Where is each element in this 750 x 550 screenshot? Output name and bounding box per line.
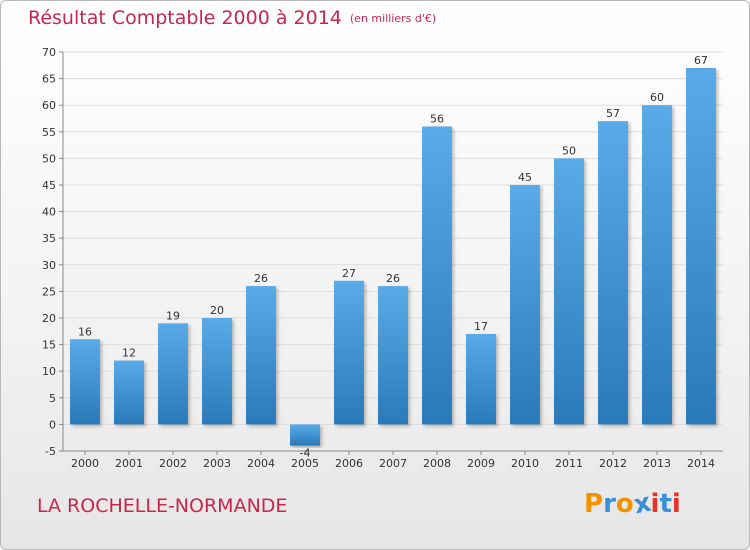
logo-letter: P: [584, 489, 604, 519]
bar-2006: [334, 280, 364, 425]
data-label: 12: [122, 347, 136, 360]
x-tick-label: 2008: [423, 457, 451, 470]
y-tick-label: 0: [49, 418, 56, 431]
data-label: 26: [254, 272, 268, 285]
data-label: 26: [386, 272, 400, 285]
data-label: 16: [78, 325, 92, 338]
data-label: 56: [430, 112, 444, 125]
y-tick-label: 15: [42, 339, 56, 352]
chart-subtitle: (en milliers d'€): [349, 12, 437, 25]
logo-letter: i: [671, 489, 681, 519]
logo-letter: t: [659, 489, 672, 519]
bar-2012: [598, 121, 628, 425]
bar-2014: [686, 67, 716, 425]
bar-2011: [554, 158, 584, 425]
y-tick-label: 10: [42, 365, 56, 378]
y-tick-label: -5: [45, 445, 56, 458]
x-tick-label: 2011: [555, 457, 583, 470]
bar-2002: [158, 323, 188, 425]
x-tick-label: 2010: [511, 457, 539, 470]
x-tick-label: 2006: [335, 457, 363, 470]
bar-2004: [246, 286, 276, 425]
bar-2007: [378, 286, 408, 425]
y-tick-label: 30: [42, 259, 56, 272]
x-tick-label: 2002: [159, 457, 187, 470]
proxiti-logo: Proxiti: [584, 488, 681, 521]
y-tick-label: 5: [49, 392, 56, 405]
chart-title: Résultat Comptable 2000 à 2014: [28, 7, 342, 29]
data-label: 60: [650, 91, 664, 104]
y-tick-label: 20: [42, 312, 56, 325]
x-tick-label: 2005: [291, 457, 319, 470]
bars: [70, 67, 716, 446]
y-tick-label: 25: [42, 285, 56, 298]
y-tick-label: 45: [42, 179, 56, 192]
x-tick-label: 2000: [71, 457, 99, 470]
bar-2003: [202, 318, 232, 425]
commune-name: LA ROCHELLE-NORMANDE: [37, 495, 288, 517]
bar-2013: [642, 105, 672, 425]
x-tick-label: 2004: [247, 457, 275, 470]
bar-2010: [510, 185, 540, 425]
data-label: 19: [166, 309, 180, 322]
data-label: 67: [694, 54, 708, 67]
bar-2008: [422, 126, 452, 425]
x-tick-label: 2007: [379, 457, 407, 470]
logo-letter: o: [615, 489, 634, 519]
x-tick-label: 2001: [115, 457, 143, 470]
data-label: 17: [474, 320, 488, 333]
bar-2005: [290, 424, 320, 446]
y-tick-label: 70: [42, 46, 56, 59]
data-label: 20: [210, 304, 224, 317]
bar-2001: [114, 360, 144, 425]
y-tick-label: 40: [42, 206, 56, 219]
y-tick-label: 35: [42, 232, 56, 245]
data-labels: 16 12 19 20 26 -4 27 26 56 17 45 50 57 60 67: [78, 54, 708, 460]
y-tick-label: 50: [42, 152, 56, 165]
bar-2009: [466, 333, 496, 425]
y-tick-label: 60: [42, 99, 56, 112]
title-row: Résultat Comptable 2000 à 2014 (en millie…: [28, 7, 436, 29]
data-label: 50: [562, 144, 576, 157]
bar-2000: [70, 339, 100, 425]
logo-letter: i: [650, 489, 660, 519]
logo-letter: r: [603, 489, 616, 519]
y-tick-label: 65: [42, 73, 56, 86]
x-tick-label: 2003: [203, 457, 231, 470]
data-label: 27: [342, 267, 356, 280]
x-tick-label: 2014: [687, 457, 715, 470]
x-tick-label: 2009: [467, 457, 495, 470]
data-label: 57: [606, 107, 620, 120]
data-label: -4: [300, 447, 311, 460]
x-tick-label: 2013: [643, 457, 671, 470]
x-tick-label: 2012: [599, 457, 627, 470]
data-label: 45: [518, 171, 532, 184]
axes: -5 0 5 10 15 20 25 30 35 40 45 50 55 60 65 70 2000 2001 20…: [42, 46, 723, 470]
y-tick-label: 55: [42, 126, 56, 139]
